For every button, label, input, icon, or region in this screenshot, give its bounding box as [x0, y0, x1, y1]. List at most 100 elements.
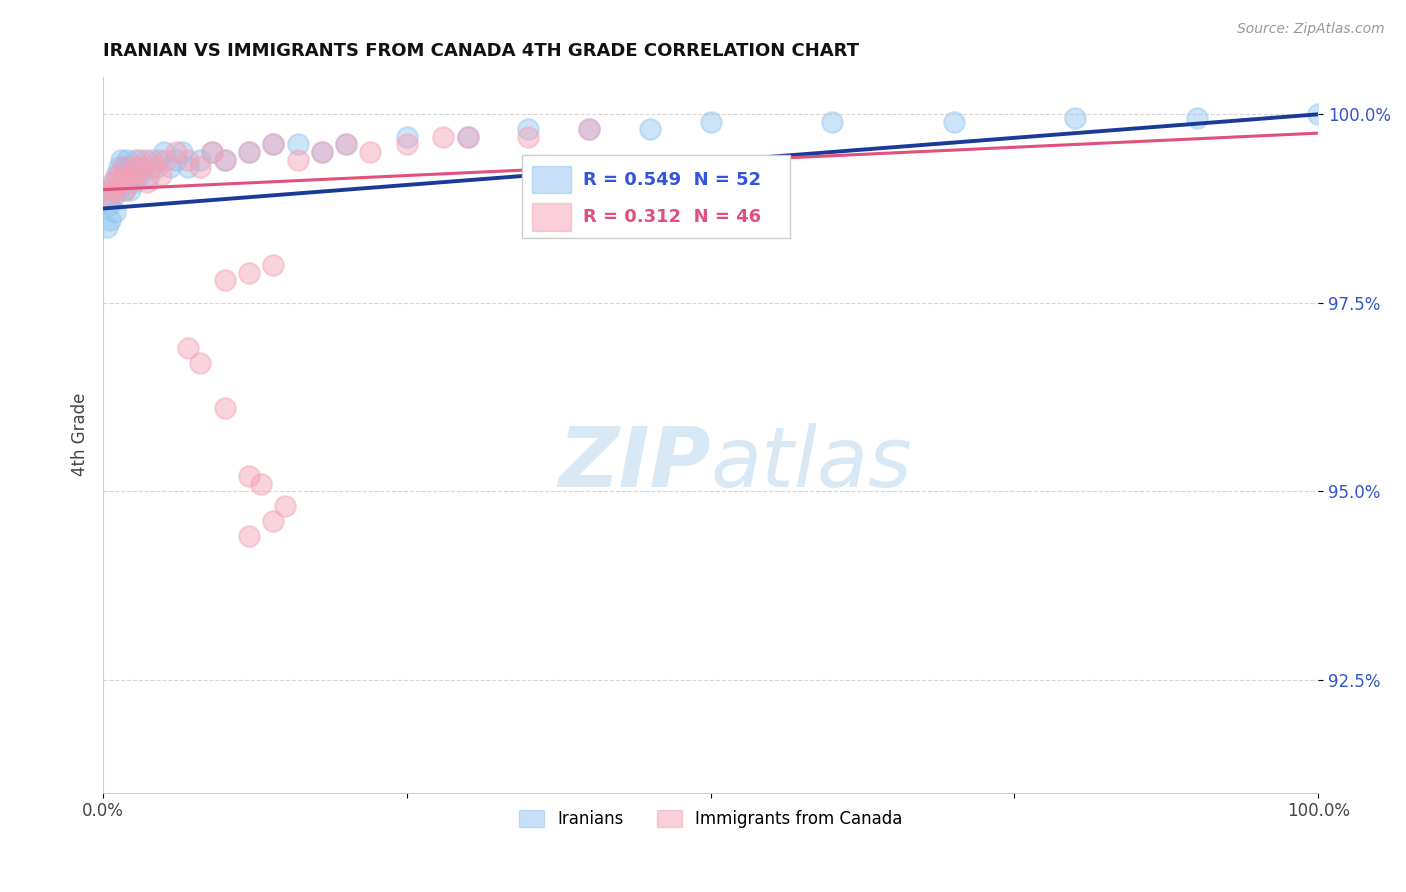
- Point: [250, 476, 273, 491]
- Point: [262, 137, 284, 152]
- Point: [214, 153, 236, 167]
- Point: [395, 137, 418, 152]
- Point: [115, 175, 138, 189]
- Point: [159, 160, 181, 174]
- Point: [359, 145, 381, 159]
- Point: [118, 183, 141, 197]
- Point: [287, 153, 309, 167]
- Point: [188, 160, 211, 174]
- Point: [214, 401, 236, 416]
- Point: [188, 153, 211, 167]
- Point: [165, 145, 187, 159]
- Point: [177, 160, 200, 174]
- Text: R = 0.312  N = 46: R = 0.312 N = 46: [583, 208, 761, 226]
- Point: [105, 168, 128, 182]
- Point: [517, 129, 540, 144]
- Point: [311, 145, 333, 159]
- Point: [432, 129, 454, 144]
- Point: [122, 160, 145, 174]
- Point: [135, 175, 157, 189]
- Legend: Iranians, Immigrants from Canada: Iranians, Immigrants from Canada: [512, 803, 910, 834]
- Point: [145, 160, 167, 174]
- Point: [274, 500, 297, 514]
- Y-axis label: 4th Grade: 4th Grade: [72, 393, 89, 476]
- Point: [172, 145, 194, 159]
- Text: IRANIAN VS IMMIGRANTS FROM CANADA 4TH GRADE CORRELATION CHART: IRANIAN VS IMMIGRANTS FROM CANADA 4TH GR…: [103, 42, 859, 60]
- Point: [132, 160, 155, 174]
- Point: [114, 160, 136, 174]
- Point: [165, 153, 187, 167]
- Point: [100, 212, 122, 227]
- Point: [1308, 107, 1330, 121]
- Text: R = 0.549  N = 52: R = 0.549 N = 52: [583, 170, 761, 189]
- Point: [238, 266, 260, 280]
- Point: [125, 153, 148, 167]
- Point: [177, 341, 200, 355]
- Point: [177, 153, 200, 167]
- Point: [578, 122, 600, 136]
- Point: [699, 115, 721, 129]
- Point: [578, 122, 600, 136]
- Point: [138, 168, 160, 182]
- Point: [128, 153, 150, 167]
- Point: [108, 175, 131, 189]
- Point: [311, 145, 333, 159]
- Point: [120, 160, 142, 174]
- Point: [517, 122, 540, 136]
- Point: [103, 175, 125, 189]
- Point: [262, 258, 284, 272]
- FancyBboxPatch shape: [531, 166, 571, 194]
- Point: [114, 183, 136, 197]
- Point: [108, 175, 131, 189]
- Point: [128, 168, 150, 182]
- Point: [101, 190, 124, 204]
- Point: [110, 153, 132, 167]
- Point: [101, 175, 124, 189]
- Point: [131, 160, 153, 174]
- Point: [146, 153, 169, 167]
- Point: [457, 129, 479, 144]
- Point: [821, 115, 844, 129]
- Text: atlas: atlas: [710, 423, 912, 504]
- Point: [335, 137, 357, 152]
- Point: [97, 183, 120, 197]
- Text: ZIP: ZIP: [558, 423, 710, 504]
- Point: [135, 153, 157, 167]
- Point: [201, 145, 224, 159]
- Point: [188, 356, 211, 370]
- Point: [287, 137, 309, 152]
- Point: [150, 168, 173, 182]
- Text: Source: ZipAtlas.com: Source: ZipAtlas.com: [1237, 22, 1385, 37]
- Point: [98, 198, 121, 212]
- Point: [141, 153, 163, 167]
- Point: [107, 168, 129, 182]
- Point: [262, 514, 284, 528]
- Point: [100, 183, 122, 197]
- FancyBboxPatch shape: [523, 155, 790, 237]
- Point: [117, 153, 139, 167]
- Point: [238, 469, 260, 483]
- Point: [117, 168, 139, 182]
- Point: [214, 153, 236, 167]
- Point: [155, 153, 177, 167]
- Point: [111, 160, 134, 174]
- Point: [201, 145, 224, 159]
- Point: [100, 190, 122, 204]
- Point: [238, 145, 260, 159]
- Point: [238, 529, 260, 543]
- FancyBboxPatch shape: [531, 203, 571, 230]
- Point: [111, 168, 134, 182]
- Point: [638, 122, 661, 136]
- Point: [104, 183, 127, 197]
- Point: [104, 205, 127, 219]
- Point: [96, 220, 118, 235]
- Point: [214, 273, 236, 287]
- Point: [457, 129, 479, 144]
- Point: [1185, 111, 1208, 125]
- Point: [122, 175, 145, 189]
- Point: [117, 168, 139, 182]
- Point: [262, 137, 284, 152]
- Point: [141, 160, 163, 174]
- Point: [112, 183, 135, 197]
- Point: [1064, 111, 1087, 125]
